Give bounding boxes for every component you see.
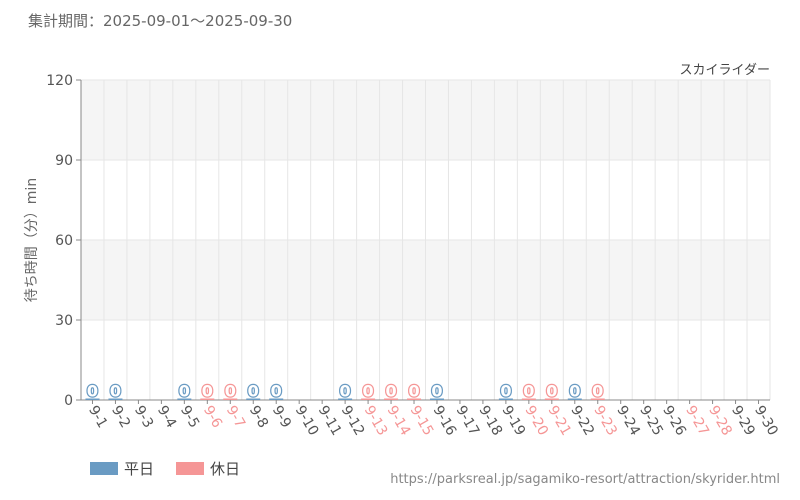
x-tick-label-9-6: 9-6 bbox=[200, 403, 225, 431]
data-label-9-15: 0 bbox=[408, 382, 419, 401]
x-tick-label-9-4: 9-4 bbox=[154, 403, 179, 431]
chart-title: スカイライダー bbox=[680, 63, 770, 78]
bar-9-6 bbox=[200, 398, 215, 400]
wait-time-chart: 0306090120スカイライダー待ち時間（分）min09-109-29-39-… bbox=[24, 63, 781, 439]
x-tick-label-9-3: 9-3 bbox=[131, 403, 156, 431]
x-tick-label-9-9: 9-9 bbox=[269, 403, 294, 431]
x-tick-label-9-20: 9-20 bbox=[521, 403, 551, 439]
data-label-9-5: 0 bbox=[179, 382, 190, 401]
bar-9-13 bbox=[361, 398, 376, 400]
x-tick-label-9-30: 9-30 bbox=[751, 403, 781, 439]
x-tick-label-9-26: 9-26 bbox=[659, 403, 689, 439]
y-tick-label: 30 bbox=[55, 313, 73, 329]
x-tick-label-9-21: 9-21 bbox=[544, 403, 574, 439]
bar-9-21 bbox=[544, 398, 559, 400]
bar-9-9 bbox=[269, 398, 284, 400]
bar-9-20 bbox=[521, 398, 536, 400]
data-label-9-12: 0 bbox=[340, 382, 351, 401]
data-label-9-13: 0 bbox=[363, 382, 374, 401]
bar-9-23 bbox=[590, 398, 605, 400]
data-label-9-16: 0 bbox=[431, 382, 442, 401]
bar-9-5 bbox=[177, 398, 192, 400]
bar-9-12 bbox=[338, 398, 353, 400]
x-tick-label-9-16: 9-16 bbox=[430, 403, 460, 439]
y-tick-label: 90 bbox=[55, 153, 73, 169]
x-tick-label-9-27: 9-27 bbox=[682, 403, 712, 439]
bar-9-15 bbox=[407, 398, 422, 400]
legend-item-holiday[interactable]: 休日 bbox=[176, 458, 240, 479]
x-tick-label-9-1: 9-1 bbox=[85, 403, 110, 431]
bar-9-19 bbox=[498, 398, 513, 400]
x-tick-label-9-29: 9-29 bbox=[728, 403, 758, 439]
y-tick-label: 60 bbox=[55, 233, 73, 249]
x-tick-label-9-24: 9-24 bbox=[613, 403, 643, 439]
x-tick-label-9-14: 9-14 bbox=[384, 403, 414, 439]
bar-9-7 bbox=[223, 398, 238, 400]
data-label-9-8: 0 bbox=[248, 382, 259, 401]
x-tick-label-9-19: 9-19 bbox=[498, 403, 528, 439]
x-tick-label-9-8: 9-8 bbox=[246, 403, 271, 431]
x-tick-label-9-7: 9-7 bbox=[223, 403, 248, 431]
bar-9-16 bbox=[429, 398, 444, 400]
data-label-9-21: 0 bbox=[546, 382, 557, 401]
x-tick-label-9-5: 9-5 bbox=[177, 403, 202, 431]
period-label: 集計期間：2025-09-01～2025-09-30 bbox=[28, 12, 293, 30]
x-tick-label-9-23: 9-23 bbox=[590, 403, 620, 439]
data-label-9-20: 0 bbox=[523, 382, 534, 401]
x-tick-label-9-15: 9-15 bbox=[407, 403, 437, 439]
data-label-9-23: 0 bbox=[592, 382, 603, 401]
legend-swatch-weekday bbox=[90, 462, 118, 475]
y-tick-label: 0 bbox=[64, 393, 73, 409]
x-tick-label-9-28: 9-28 bbox=[705, 403, 735, 439]
legend-swatch-holiday bbox=[176, 462, 205, 475]
bar-9-8 bbox=[246, 398, 261, 400]
bar-9-22 bbox=[567, 398, 582, 400]
x-tick-label-9-18: 9-18 bbox=[475, 403, 505, 439]
x-tick-label-9-12: 9-12 bbox=[338, 403, 368, 439]
legend-label-holiday: 休日 bbox=[210, 460, 241, 478]
x-tick-label-9-11: 9-11 bbox=[315, 403, 345, 439]
bar-9-1 bbox=[85, 398, 100, 400]
data-label-9-14: 0 bbox=[385, 382, 396, 401]
x-tick-label-9-22: 9-22 bbox=[567, 403, 597, 439]
bar-9-14 bbox=[384, 398, 399, 400]
chart-legend: 平日 休日 bbox=[90, 458, 240, 479]
x-tick-label-9-10: 9-10 bbox=[292, 403, 322, 439]
y-axis-label: 待ち時間（分）min bbox=[24, 178, 40, 302]
y-tick-label: 120 bbox=[46, 73, 73, 89]
data-label-9-22: 0 bbox=[569, 382, 580, 401]
legend-item-weekday[interactable]: 平日 bbox=[90, 458, 154, 479]
bar-9-2 bbox=[108, 398, 123, 400]
data-label-9-6: 0 bbox=[202, 382, 213, 401]
data-label-9-1: 0 bbox=[87, 382, 98, 401]
x-tick-label-9-13: 9-13 bbox=[361, 403, 391, 439]
data-label-9-2: 0 bbox=[110, 382, 121, 401]
data-label-9-7: 0 bbox=[225, 382, 236, 401]
x-tick-label-9-2: 9-2 bbox=[108, 403, 133, 431]
data-label-9-19: 0 bbox=[500, 382, 511, 401]
x-tick-label-9-25: 9-25 bbox=[636, 403, 666, 439]
x-tick-label-9-17: 9-17 bbox=[452, 403, 482, 439]
source-url: https://parksreal.jp/sagamiko-resort/att… bbox=[390, 472, 780, 487]
legend-label-weekday: 平日 bbox=[124, 460, 155, 478]
data-label-9-9: 0 bbox=[271, 382, 282, 401]
